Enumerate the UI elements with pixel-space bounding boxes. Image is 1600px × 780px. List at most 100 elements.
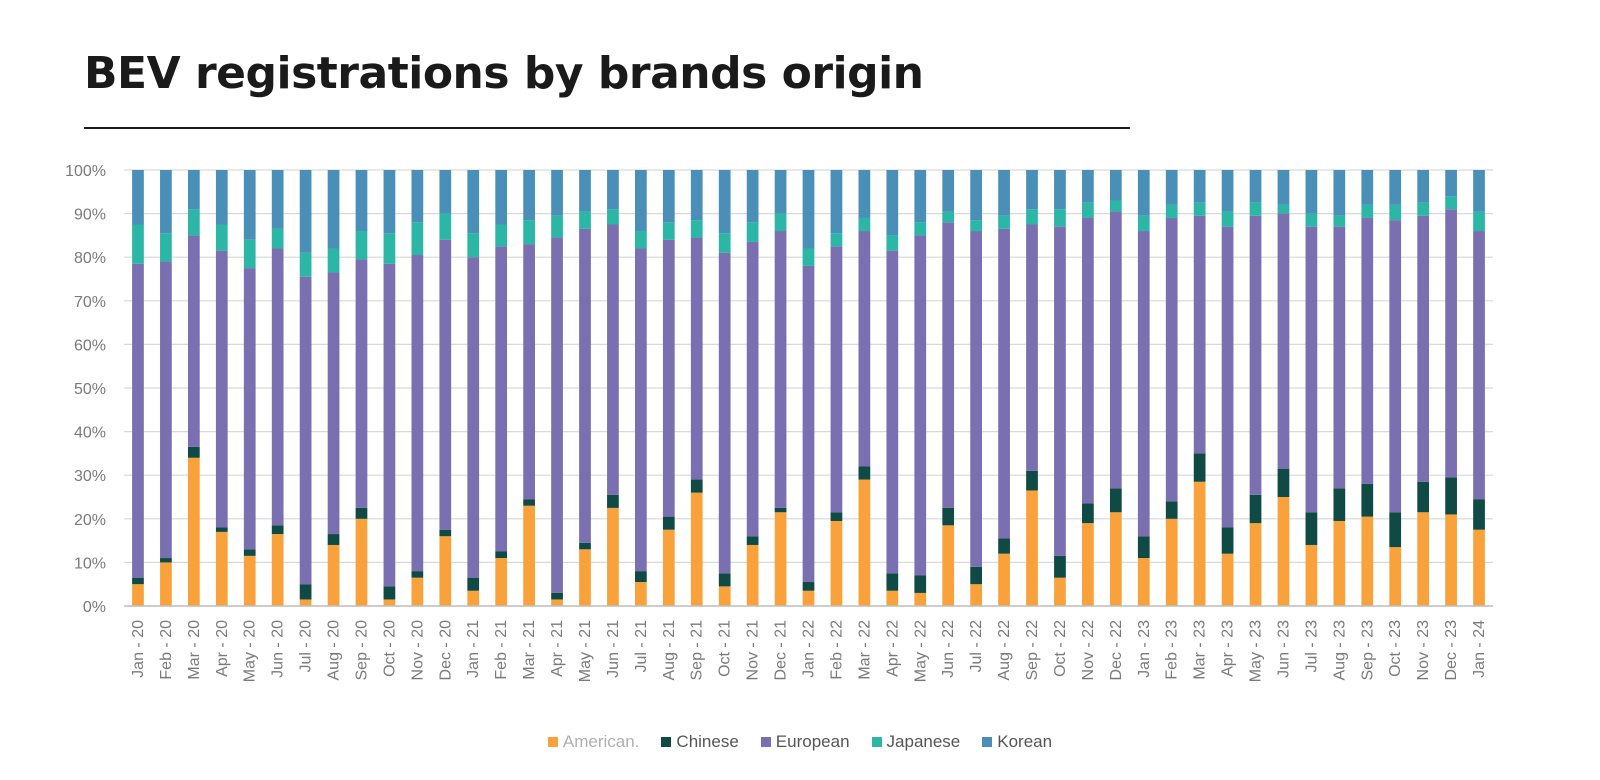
x-tick-label: May - 21	[577, 620, 594, 682]
bar-segment-european	[718, 252, 731, 574]
legend-label: Chinese	[676, 732, 739, 751]
bar-segment-chinese	[635, 571, 647, 583]
bar-segment-american	[690, 492, 703, 606]
bar-segment-american	[243, 555, 256, 606]
bar-segment-european	[1221, 226, 1234, 528]
bar-segment-chinese	[746, 536, 759, 545]
bar-segment-japanese	[411, 222, 424, 256]
bar-segment-japanese	[746, 222, 759, 242]
legend-label: Japanese	[886, 732, 961, 751]
bar-segment-japanese	[1277, 204, 1290, 214]
bar-segment-japanese	[830, 233, 843, 247]
bar-segment-european	[802, 265, 815, 583]
bar-segment-american	[355, 518, 368, 606]
bar-segment-korean	[998, 170, 1010, 216]
bar-segment-american	[746, 544, 759, 606]
bar-segment-korean	[858, 170, 871, 218]
bar-segment-japanese	[271, 228, 284, 249]
bar-segment-korean	[1417, 170, 1430, 203]
bar-segment-korean	[215, 170, 228, 225]
bar-segment-american	[439, 536, 452, 606]
x-tick-label: Apr - 21	[549, 620, 566, 677]
bar-segment-european	[327, 272, 340, 535]
bar-segment-european	[607, 224, 619, 495]
bar-segment-american	[187, 457, 200, 606]
x-tick-label: Feb - 22	[828, 620, 845, 680]
legend-swatch	[547, 737, 558, 747]
y-tick-label: 50%	[74, 381, 106, 398]
bar-segment-korean	[271, 170, 284, 229]
x-tick-label: May - 20	[242, 620, 259, 682]
bar-segment-japanese	[1417, 202, 1430, 216]
x-tick-label: Aug - 21	[661, 620, 678, 681]
bar-segment-american	[1137, 558, 1150, 606]
bar-segment-chinese	[830, 512, 843, 521]
bar-segment-chinese	[1389, 512, 1402, 548]
bar-segment-korean	[886, 170, 899, 236]
bar-segment-american	[607, 507, 619, 606]
bar-segment-chinese	[1473, 499, 1485, 530]
x-tick-label: Mar - 21	[521, 620, 538, 680]
x-tick-label: Aug - 22	[996, 620, 1013, 681]
bar-segment-american	[1249, 523, 1262, 606]
x-tick-label: Dec - 21	[773, 620, 790, 681]
bar-segment-european	[886, 250, 899, 574]
bar-segment-american	[1473, 529, 1485, 606]
bar-segment-korean	[187, 170, 200, 210]
bar-segment-chinese	[439, 529, 452, 537]
bar-segment-japanese	[607, 209, 619, 225]
bar-segment-american	[635, 582, 647, 606]
x-tick-label: Apr - 23	[1220, 620, 1237, 677]
bar-segment-american	[467, 590, 480, 606]
bar-segment-korean	[635, 170, 647, 232]
bar-segment-japanese	[802, 248, 815, 266]
y-tick-label: 0%	[83, 599, 106, 616]
bar-segment-korean	[1026, 170, 1038, 210]
bar-segment-american	[886, 590, 899, 606]
x-tick-label: Jun - 20	[270, 620, 287, 678]
bar-segment-chinese	[1249, 494, 1262, 524]
bar-segment-korean	[1082, 170, 1094, 203]
x-tick-label: Mar - 22	[856, 620, 873, 680]
x-tick-label: Mar - 20	[186, 620, 203, 680]
bar-segment-european	[1054, 226, 1066, 556]
bar-segment-japanese	[1137, 215, 1150, 232]
y-tick-label: 10%	[74, 555, 106, 572]
bar-segment-korean	[1305, 170, 1318, 214]
x-tick-label: Apr - 20	[214, 620, 231, 677]
bar-segment-european	[523, 244, 535, 500]
bar-segment-european	[662, 239, 675, 517]
bar-segment-chinese	[1109, 488, 1122, 513]
x-tick-label: Sep - 23	[1359, 620, 1376, 681]
bar-segment-chinese	[523, 499, 535, 506]
bar-segment-european	[830, 246, 843, 513]
bar-segment-japanese	[1333, 215, 1346, 227]
x-tick-label: Feb - 21	[493, 620, 510, 680]
bar-segment-american	[1277, 497, 1290, 606]
bar-segment-japanese	[1389, 204, 1402, 221]
legend-item: Japanese	[871, 732, 961, 752]
bar-segment-korean	[327, 170, 340, 249]
x-tick-label: Nov - 20	[409, 620, 426, 681]
bar-segment-korean	[914, 170, 927, 223]
bar-segment-american	[1361, 516, 1374, 606]
bar-segment-japanese	[383, 233, 396, 264]
bar-segment-chinese	[355, 507, 368, 519]
bar-segment-chinese	[998, 538, 1010, 554]
bar-segment-chinese	[607, 494, 619, 508]
bar-segment-japanese	[662, 222, 675, 240]
bar-segment-korean	[970, 170, 982, 221]
bar-segment-european	[1305, 226, 1318, 513]
x-tick-label: Jun - 23	[1275, 620, 1292, 678]
bar-segment-chinese	[1165, 501, 1178, 519]
x-tick-label: Jul - 22	[968, 620, 985, 673]
x-tick-label: Jan - 23	[1136, 620, 1153, 678]
bar-segment-american	[914, 592, 927, 606]
bar-segment-chinese	[886, 573, 899, 591]
bar-segment-american	[1389, 547, 1402, 606]
bar-segment-japanese	[718, 233, 731, 253]
bar-segment-korean	[1473, 170, 1485, 212]
bar-segment-chinese	[1417, 481, 1430, 513]
bar-segment-korean	[830, 170, 843, 234]
bar-segment-european	[215, 250, 228, 528]
